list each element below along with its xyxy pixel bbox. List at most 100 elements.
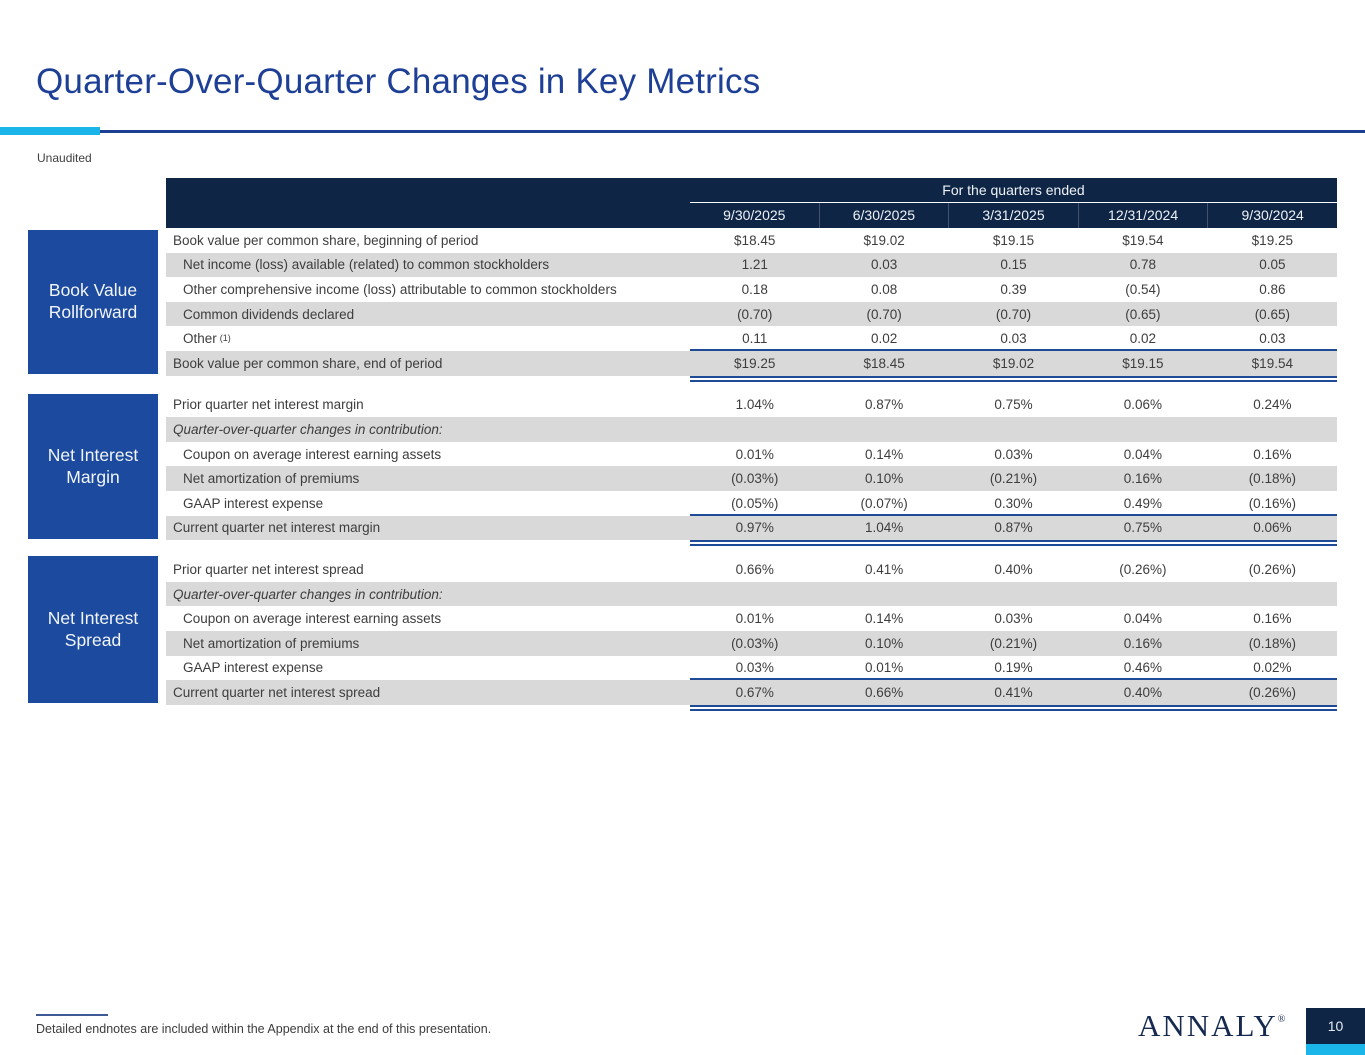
table-cell: (0.65) bbox=[1125, 306, 1161, 322]
table-cell: (0.26%) bbox=[1248, 684, 1296, 700]
row-label: Net amortization of premiums bbox=[183, 471, 360, 487]
annaly-logo: ANNALY® bbox=[1138, 1008, 1286, 1043]
table-cell: 0.40% bbox=[1123, 684, 1163, 700]
table-cell: $19.02 bbox=[992, 355, 1035, 371]
table-row: Other (1) 0.11 0.02 0.03 0.02 0.03 bbox=[166, 326, 1337, 351]
table-row-subheading: Quarter-over-quarter changes in contribu… bbox=[166, 581, 1337, 607]
footnote-divider bbox=[36, 1014, 108, 1016]
table-cell: (0.70) bbox=[866, 306, 902, 322]
section-net-interest-margin: Prior quarter net interest margin 1.04% … bbox=[166, 393, 1337, 547]
table-cell: 0.16% bbox=[1253, 446, 1292, 462]
metrics-table: For the quarters ended 9/30/2025 6/30/20… bbox=[166, 178, 1337, 711]
section-box-label: Net Interest bbox=[47, 444, 139, 465]
table-cell: $19.15 bbox=[1122, 355, 1164, 371]
table-cell: 0.87% bbox=[864, 397, 904, 413]
table-row: Coupon on average interest earning asset… bbox=[166, 442, 1337, 467]
table-cell: 1.04% bbox=[864, 520, 904, 536]
table-row: Net amortization of premiums (0.03%) 0.1… bbox=[166, 630, 1337, 656]
table-cell: 0.18 bbox=[741, 281, 768, 297]
title-divider-line bbox=[0, 130, 1365, 133]
row-label: GAAP interest expense bbox=[183, 495, 324, 511]
table-cell: 0.06% bbox=[1253, 520, 1292, 536]
column-header-date: 12/31/2024 bbox=[1077, 203, 1208, 228]
table-cell: (0.21%) bbox=[989, 471, 1038, 487]
table-row-total: Current quarter net interest margin 0.97… bbox=[166, 513, 1337, 547]
table-row: Book value per common share, beginning o… bbox=[166, 228, 1337, 253]
table-header: For the quarters ended 9/30/2025 6/30/20… bbox=[166, 178, 1337, 228]
table-cell: (0.65) bbox=[1254, 306, 1290, 322]
section-box-label: Margin bbox=[66, 466, 120, 487]
table-row: Coupon on average interest earning asset… bbox=[166, 606, 1337, 631]
row-label: Quarter-over-quarter changes in contribu… bbox=[173, 586, 443, 602]
row-label: GAAP interest expense bbox=[183, 660, 324, 676]
table-cell: (0.18%) bbox=[1248, 471, 1296, 487]
column-header-date: 9/30/2025 bbox=[723, 207, 786, 223]
table-cell: 0.78 bbox=[1129, 257, 1157, 273]
section-box-label: Rollforward bbox=[48, 302, 138, 322]
footnote-marker: (1) bbox=[219, 332, 231, 343]
table-row: Common dividends declared (0.70) (0.70) … bbox=[166, 301, 1337, 327]
table-cell: $19.54 bbox=[1122, 232, 1164, 248]
table-cell: 1.04% bbox=[735, 397, 774, 413]
table-cell: 0.24% bbox=[1253, 397, 1292, 413]
table-cell: 0.03% bbox=[994, 611, 1033, 627]
table-cell: (0.70) bbox=[995, 306, 1032, 322]
table-cell: 0.86 bbox=[1259, 281, 1286, 297]
table-row: Other comprehensive income (loss) attrib… bbox=[166, 277, 1337, 302]
table-cell: 0.46% bbox=[1123, 660, 1163, 676]
table-cell: 0.06% bbox=[1123, 397, 1163, 413]
title-accent-bar bbox=[0, 127, 100, 135]
table-row: Net amortization of premiums (0.03%) 0.1… bbox=[166, 466, 1337, 491]
table-cell: 0.03 bbox=[1000, 331, 1027, 347]
row-label: Other comprehensive income (loss) attrib… bbox=[183, 281, 617, 297]
table-cell: 0.14% bbox=[864, 446, 904, 462]
table-cell: 0.08 bbox=[870, 281, 898, 297]
table-cell: 0.66% bbox=[864, 684, 904, 700]
section-box-label: Book Value bbox=[48, 280, 138, 301]
table-cell: (0.70) bbox=[737, 306, 773, 322]
table-row: GAAP interest expense (0.05%) (0.07%) 0.… bbox=[166, 491, 1337, 516]
table-cell: (0.21%) bbox=[989, 635, 1038, 651]
table-cell: $18.45 bbox=[734, 232, 776, 248]
table-row: Prior quarter net interest margin 1.04% … bbox=[166, 393, 1337, 418]
row-label: Coupon on average interest earning asset… bbox=[183, 446, 442, 462]
table-cell: 0.41% bbox=[864, 561, 904, 577]
footnote-text: Detailed endnotes are included within th… bbox=[36, 1022, 492, 1036]
row-label: Book value per common share, beginning o… bbox=[173, 232, 479, 248]
table-cell: $19.25 bbox=[1251, 232, 1293, 248]
row-label: Book value per common share, end of peri… bbox=[173, 355, 443, 371]
section-book-value-rollforward: Book value per common share, beginning o… bbox=[166, 228, 1337, 382]
table-cell: $19.02 bbox=[863, 232, 905, 248]
table-cell: 0.03% bbox=[735, 660, 774, 676]
table-cell: $18.45 bbox=[863, 355, 905, 371]
table-cell: (0.18%) bbox=[1248, 635, 1296, 651]
table-cell: 0.75% bbox=[1123, 520, 1163, 536]
table-cell: 0.01% bbox=[735, 446, 774, 462]
table-cell: 0.87% bbox=[994, 520, 1033, 536]
table-cell: (0.16%) bbox=[1248, 495, 1296, 511]
table-cell: 0.10% bbox=[864, 471, 904, 487]
page-number-badge: 10 bbox=[1306, 1008, 1365, 1044]
page-number-accent-strip bbox=[1306, 1044, 1365, 1055]
table-cell: 0.14% bbox=[864, 611, 904, 627]
column-header-date: 3/31/2025 bbox=[948, 203, 1078, 228]
table-cell: 0.02 bbox=[870, 331, 898, 347]
table-cell: $19.25 bbox=[734, 355, 776, 371]
column-header-date: 9/30/2024 bbox=[1207, 203, 1337, 228]
table-cell: (0.54) bbox=[1125, 281, 1161, 297]
table-cell: 0.02 bbox=[1129, 331, 1157, 347]
table-cell: 0.49% bbox=[1123, 495, 1163, 511]
table-cell: (0.05%) bbox=[731, 495, 779, 511]
table-row: GAAP interest expense 0.03% 0.01% 0.19% … bbox=[166, 656, 1337, 681]
table-row-subheading: Quarter-over-quarter changes in contribu… bbox=[166, 417, 1337, 442]
section-box-book-value-rollforward: Book Value Rollforward bbox=[28, 230, 158, 374]
table-cell: 0.16% bbox=[1253, 611, 1292, 627]
table-cell: (0.03%) bbox=[731, 635, 779, 651]
table-cell: 0.01% bbox=[735, 611, 774, 627]
row-label: Current quarter net interest spread bbox=[173, 684, 381, 700]
table-row: Prior quarter net interest spread 0.66% … bbox=[166, 557, 1337, 582]
row-label: Other (1) bbox=[183, 331, 231, 347]
table-cell: 0.02% bbox=[1253, 660, 1292, 676]
section-box-label: Spread bbox=[64, 629, 122, 650]
table-row-total: Current quarter net interest spread 0.67… bbox=[166, 678, 1337, 711]
